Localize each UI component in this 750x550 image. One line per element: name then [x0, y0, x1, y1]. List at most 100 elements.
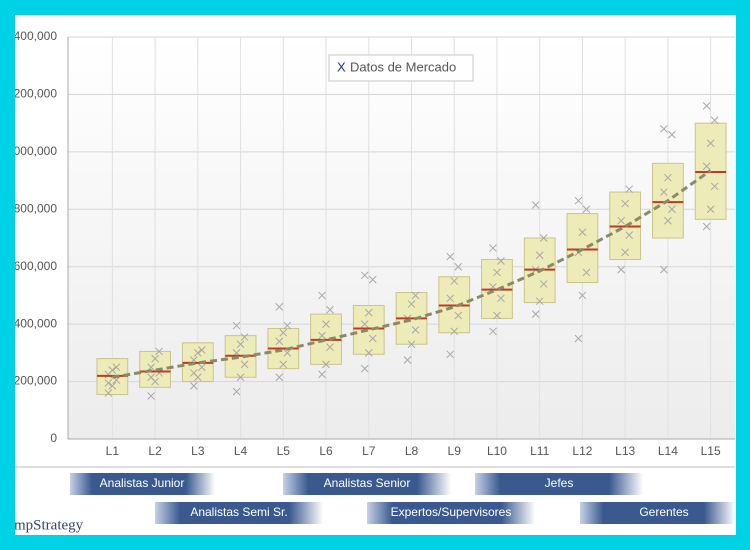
market-point: [108, 366, 117, 374]
market-point: [283, 349, 292, 357]
x-tick-label: L6: [319, 444, 333, 458]
market-point: [364, 308, 373, 317]
market-point: [582, 205, 591, 214]
market-point: [493, 268, 501, 277]
group-label: Jefes: [545, 476, 574, 490]
group-label: Analistas Semi Sr.: [190, 505, 287, 519]
x-tick-label: L9: [448, 444, 462, 458]
market-point: [279, 328, 288, 337]
market-point: [189, 382, 198, 390]
market-point: [668, 130, 676, 139]
market-point: [706, 139, 715, 148]
market-point: [710, 182, 719, 191]
market-point: [147, 392, 155, 400]
market-point: [531, 310, 540, 318]
box: [352, 304, 385, 355]
market-point: [411, 326, 420, 334]
market-point: [360, 320, 369, 328]
market-point: [660, 265, 668, 274]
market-point: [407, 300, 416, 308]
market-point: [318, 291, 326, 300]
market-point: [446, 294, 455, 303]
market-point: [197, 346, 206, 354]
market-point: [706, 205, 715, 214]
group-label: Analistas Senior: [324, 476, 411, 490]
market-point: [574, 196, 583, 205]
x-tick-label: L5: [277, 444, 291, 458]
market-point: [702, 102, 711, 110]
market-point: [702, 222, 711, 231]
border: [0, 0, 750, 15]
market-point: [450, 277, 459, 285]
market-point: [147, 373, 155, 382]
market-point: [275, 373, 284, 382]
market-point: [621, 248, 630, 257]
market-point: [318, 370, 326, 379]
market-point: [578, 291, 587, 300]
market-point: [535, 251, 544, 260]
group-label: Gerentes: [639, 505, 688, 519]
market-point: [326, 343, 334, 351]
market-point: [625, 185, 634, 194]
x-tick-label: L12: [572, 444, 592, 458]
market-point: [279, 360, 288, 369]
trend-line: [112, 169, 712, 379]
market-point: [368, 275, 377, 284]
group-band: [155, 502, 323, 524]
market-point: [625, 231, 634, 239]
y-tick-label: 0: [50, 431, 57, 445]
market-point: [364, 349, 373, 357]
market-point: [193, 349, 202, 357]
market-point: [197, 363, 206, 372]
market-point: [660, 188, 668, 196]
market-point: [702, 162, 711, 171]
market-point: [497, 294, 505, 303]
market-point: [360, 364, 369, 373]
y-tick-label: 1,400,000: [4, 29, 58, 43]
market-point: [104, 379, 113, 387]
y-tick-label: 400,000: [14, 316, 58, 330]
x-tick-label: L11: [530, 444, 549, 458]
x-tick-label: L2: [148, 444, 162, 458]
x-tick-label: L3: [191, 444, 205, 458]
x-tick-label: L7: [362, 444, 376, 458]
x-tick-label: L8: [405, 444, 419, 458]
legend: [328, 54, 474, 82]
market-point: [236, 340, 245, 349]
market-point: [497, 257, 505, 265]
group-label: Analistas Junior: [100, 476, 185, 490]
market-point: [621, 199, 630, 208]
y-tick-label: 1,200,000: [4, 87, 58, 101]
x-tick-label: L4: [234, 444, 248, 458]
market-point: [539, 280, 548, 288]
market-point: [574, 334, 583, 343]
market-point: [578, 228, 587, 237]
market-point: [489, 327, 497, 336]
market-point: [407, 340, 416, 349]
market-point: [493, 311, 501, 320]
market-point: [617, 265, 626, 274]
group-band: [70, 473, 215, 495]
market-point: [539, 234, 548, 242]
legend-label: Datos de Mercado: [350, 59, 456, 74]
market-point: [489, 244, 497, 252]
market-point: [151, 354, 159, 363]
market-point: [531, 201, 540, 209]
market-point: [232, 321, 241, 330]
market-point: [236, 373, 245, 382]
border: [736, 0, 750, 550]
x-tick-label: L14: [658, 444, 678, 458]
market-point: [660, 125, 668, 133]
y-tick-label: 1,000,000: [4, 144, 58, 158]
market-point: [326, 305, 334, 314]
market-point: [450, 327, 459, 336]
market-point: [275, 303, 284, 311]
market-point: [535, 297, 544, 306]
market-point: [155, 347, 163, 356]
market-point: [112, 363, 121, 372]
x-tick-label: L1: [106, 444, 120, 458]
market-point: [446, 252, 455, 261]
market-point: [240, 360, 249, 369]
market-point: [104, 389, 113, 397]
